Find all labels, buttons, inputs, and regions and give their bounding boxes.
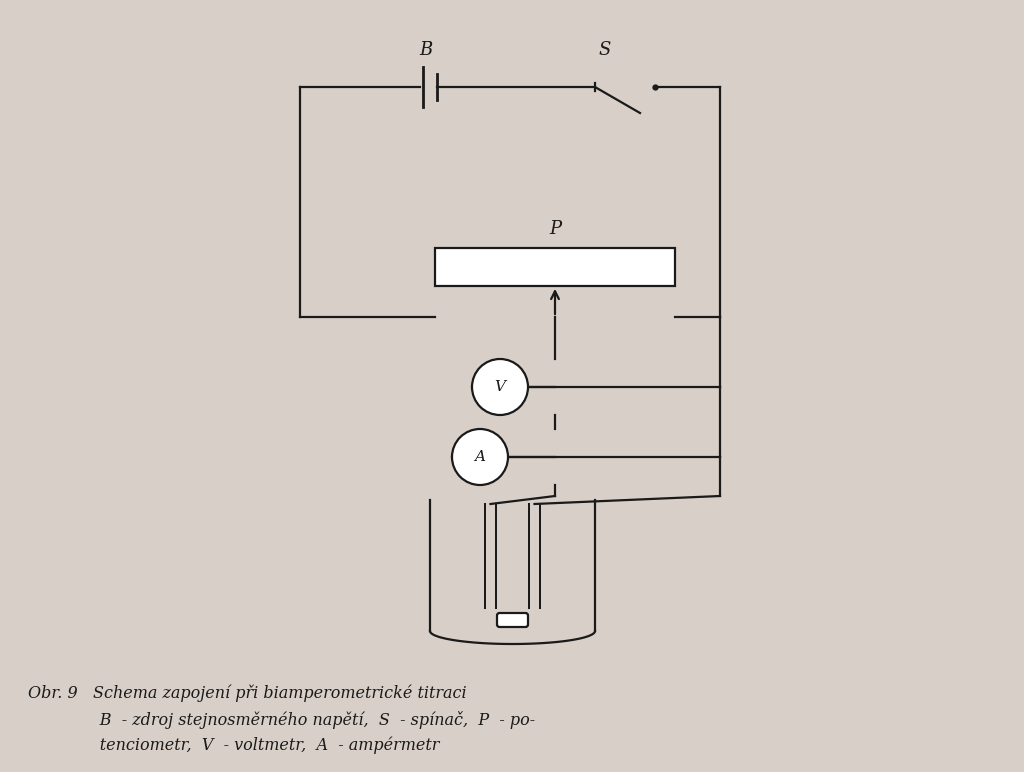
Text: S: S <box>599 41 611 59</box>
Text: P: P <box>549 220 561 238</box>
Circle shape <box>452 429 508 485</box>
Bar <box>435 248 675 286</box>
Text: B: B <box>420 41 432 59</box>
FancyBboxPatch shape <box>497 613 528 627</box>
Text: A: A <box>474 450 485 464</box>
Text: Obr. 9   Schema zapojení při biamperometrické titraci: Obr. 9 Schema zapojení při biamperometri… <box>28 685 467 702</box>
Circle shape <box>472 359 528 415</box>
Text: tenciometr,  V  - voltmetr,  A  - ampérmetr: tenciometr, V - voltmetr, A - ampérmetr <box>28 736 439 754</box>
Text: B  - zdroj stejnosměrného napětí,  S  - spínač,  P  - po-: B - zdroj stejnosměrného napětí, S - spí… <box>28 711 536 729</box>
Text: V: V <box>495 380 506 394</box>
